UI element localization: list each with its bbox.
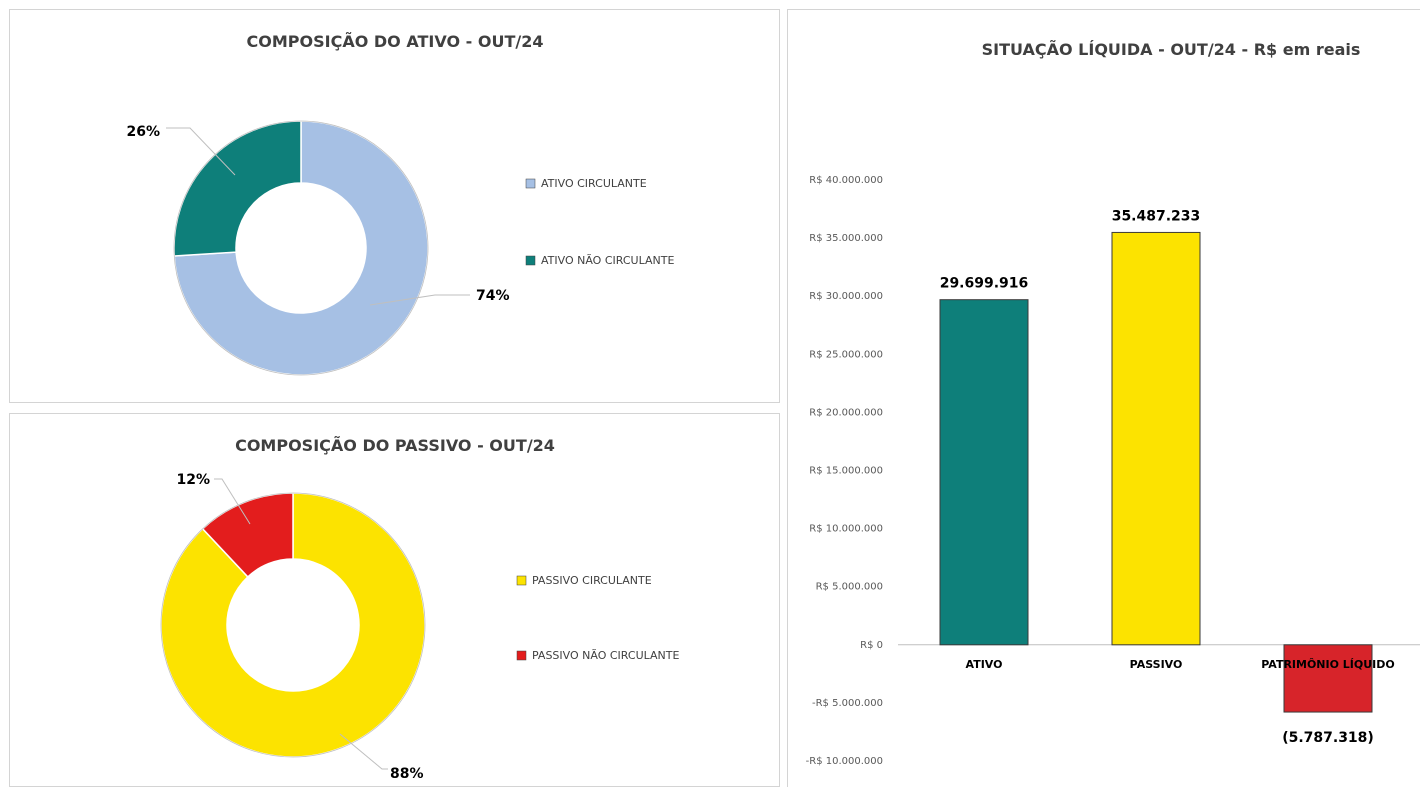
data-label-ativo-nao-circulante: 26% [126,124,160,140]
data-label-ativo: 29.699.916 [940,276,1029,292]
y-tick-label: R$ 25.000.000 [809,349,883,360]
y-tick-label: R$ 20.000.000 [809,407,883,418]
y-tick-label: R$ 0 [860,640,883,651]
passivo-donut-svg: COMPOSIÇÃO DO PASSIVO - OUT/24 88% 12% PAS… [160,436,679,782]
chart-title: COMPOSIÇÃO DO ATIVO - OUT/24 [247,32,544,51]
x-tick-label-ativo: ATIVO [966,658,1003,671]
y-tick-label: R$ 35.000.000 [809,233,883,244]
y-tick-label: R$ 30.000.000 [809,291,883,302]
bar-ativo [939,299,1029,646]
data-label-ativo-circulante: 74% [476,288,510,304]
legend-swatch-passivo-circulante [516,575,527,586]
legend-label-passivo-nao-circulante: PASSIVO NÃO CIRCULANTE [532,649,679,662]
legend-label-passivo-circulante: PASSIVO CIRCULANTE [532,574,652,587]
y-tick-label: R$ 10.000.000 [809,524,883,535]
data-label-passivo-nao-circulante: 12% [176,472,210,488]
legend-swatch-ativo-nao-circulante [525,255,536,266]
y-tick-label: R$ 5.000.000 [816,582,883,593]
donut-outline [173,120,429,376]
y-tick-label: R$ 15.000.000 [809,466,883,477]
donut-slice-ativo-nao-circulante [173,120,302,257]
legend-label-ativo-circulante: ATIVO CIRCULANTE [541,177,647,190]
x-tick-label-patrimonio-liquido: PATRIMÔNIO LÍQUIDO [1261,658,1395,671]
data-label-passivo-circulante: 88% [390,766,424,782]
leader-line [369,294,470,306]
legend-swatch-ativo-circulante [525,178,536,189]
legend-swatch-passivo-nao-circulante [516,650,527,661]
chart-composicao-passivo: COMPOSIÇÃO DO PASSIVO - OUT/24 88% 12% PAS… [9,413,780,787]
data-label-patrimonio-liquido: (5.787.318) [1282,730,1374,746]
chart-situacao-liquida: SITUAÇÃO LÍQUIDA - OUT/24 - R$ em reais … [787,9,1420,787]
ativo-donut-svg: COMPOSIÇÃO DO ATIVO - OUT/24 74% 26% ATIVO… [126,32,674,376]
leader-line [214,478,251,525]
y-tick-label: -R$ 10.000.000 [806,756,883,767]
bar-passivo [1111,231,1201,646]
y-tick-label: R$ 40.000.000 [809,175,883,186]
situacao-bar-svg: SITUAÇÃO LÍQUIDA - OUT/24 - R$ em reais … [806,40,1420,767]
leader-line [339,733,388,770]
data-label-passivo: 35.487.233 [1112,208,1201,224]
leader-line [166,127,236,176]
chart-title: SITUAÇÃO LÍQUIDA - OUT/24 - R$ em reais [982,40,1361,59]
bar-patrimonio-liquido [1283,644,1373,713]
y-tick-label: -R$ 5.000.000 [812,698,883,709]
x-tick-label-passivo: PASSIVO [1130,658,1183,671]
chart-title: COMPOSIÇÃO DO PASSIVO - OUT/24 [235,436,555,455]
chart-composicao-ativo: COMPOSIÇÃO DO ATIVO - OUT/24 74% 26% ATIVO… [9,9,780,403]
donut-outline [160,492,426,758]
legend-label-ativo-nao-circulante: ATIVO NÃO CIRCULANTE [541,254,674,267]
